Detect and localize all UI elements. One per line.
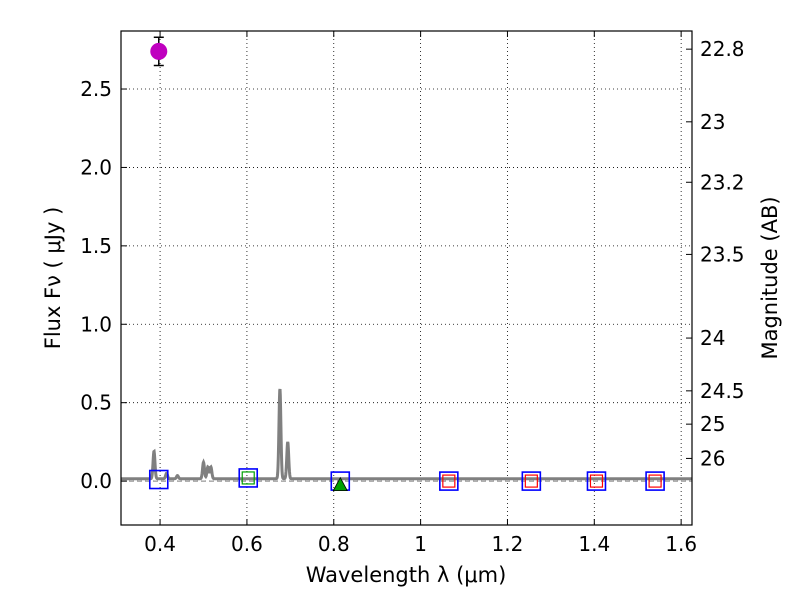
x-tick-label: 1.6: [665, 532, 697, 556]
y-tick-label: 2.5: [80, 77, 112, 101]
grid: [121, 31, 692, 525]
blue-square-marker: [238, 468, 259, 488]
y2-axis-label: Magnitude (AB): [758, 196, 782, 359]
y-tick-label: 1.0: [80, 312, 112, 336]
axes: 0.4 0.6 0.8 1 1.2 1.4 1.6 0.0 0.5 1.0 1.5 2.0 2.5 22.…: [80, 31, 745, 556]
y-axis-label: Flux Fν ( μJy ): [41, 207, 65, 350]
x-tick-label: 1: [414, 532, 427, 556]
y2-tick-label: 24: [700, 326, 725, 350]
red-square-marker: [442, 474, 456, 488]
blue-square-marker: [148, 469, 169, 490]
blue-square-marker: [439, 471, 459, 491]
red-square-marker: [648, 474, 662, 488]
red-square-marker: [589, 474, 604, 488]
blue-square-marker: [645, 471, 665, 491]
x-tick-label: 0.8: [318, 532, 350, 556]
green-square-marker: [241, 471, 255, 485]
x-tick-label: 0.4: [144, 532, 176, 556]
y2-tick-label: 22.8: [700, 37, 745, 61]
x-axis-label: Wavelength λ (μm): [306, 563, 507, 587]
x-tick-label: 0.6: [231, 532, 263, 556]
x-tick-label: 1.2: [492, 532, 524, 556]
model-spectrum-line: [121, 388, 692, 481]
plot-frame: [120, 30, 693, 526]
y-tick-label: 0.5: [80, 391, 112, 415]
measured-flux-point: [150, 42, 168, 60]
upper-limit-marker: [332, 476, 348, 492]
y2-tick-label: 24.5: [700, 379, 745, 403]
y-tick-label: 1.5: [80, 234, 112, 258]
y-tick-label: 0.0: [80, 469, 112, 493]
y2-tick-label: 23.2: [700, 170, 745, 194]
blue-square-marker: [586, 471, 607, 491]
y2-tick-label: 23: [700, 110, 725, 134]
y2-tick-label: 23.5: [700, 242, 745, 266]
red-square-marker: [524, 474, 538, 488]
y2-tick-label: 26: [700, 446, 725, 470]
y2-tick-label: 25: [700, 412, 725, 436]
blue-square-marker: [521, 471, 542, 491]
x-tick-label: 1.4: [578, 532, 610, 556]
y-tick-label: 2.0: [80, 155, 112, 179]
data-layer: [121, 36, 692, 492]
